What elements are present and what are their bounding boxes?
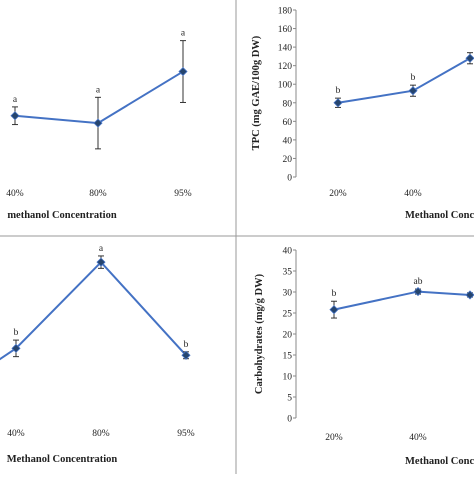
panel-2-series-line bbox=[337, 57, 471, 104]
data-point-marker bbox=[465, 290, 474, 300]
data-point-marker bbox=[10, 111, 20, 121]
data-point-marker bbox=[178, 66, 188, 77]
panel-3-series-line bbox=[0, 260, 187, 361]
significance-letter: ab bbox=[414, 277, 423, 287]
panel-4-y-tick-label: 0 bbox=[287, 415, 292, 425]
significance-letter: a bbox=[96, 85, 101, 95]
panel-2-x-axis-label: Methanol Conc bbox=[405, 210, 474, 221]
significance-letter: b bbox=[184, 340, 189, 350]
panel-3-x-tick-label: 95% bbox=[177, 429, 195, 439]
panel-2-y-tick-label: 60 bbox=[283, 118, 293, 128]
data-point-marker bbox=[329, 305, 339, 315]
panel-4-series-line bbox=[333, 290, 471, 311]
panel-4-y-tick-label: 40 bbox=[283, 247, 293, 257]
panel-3-x-tick-label: 80% bbox=[92, 429, 110, 439]
significance-letter: b bbox=[336, 86, 341, 96]
significance-letter: a bbox=[13, 95, 18, 105]
data-point-marker bbox=[333, 98, 343, 108]
panel-1-x-tick-label: 80% bbox=[89, 189, 107, 199]
panel-2-y-tick-label: 180 bbox=[278, 7, 293, 17]
panel-4-y-tick-label: 5 bbox=[287, 394, 292, 404]
data-point-marker bbox=[96, 257, 106, 267]
panel-4-y-tick-label: 20 bbox=[283, 331, 293, 341]
panel-2-y-axis-label: TPC (mg GAE/100g DW) bbox=[251, 35, 262, 150]
panel-4-y-axis-label: Carbohydrates (mg/g DW) bbox=[254, 273, 265, 394]
panel-2-y-tick-label: 20 bbox=[283, 155, 293, 165]
panel-4-y-tick-label: 15 bbox=[283, 352, 293, 362]
panel-4-y-tick-label: 30 bbox=[283, 289, 293, 299]
panel-1-x-axis-label: methanol Concentration bbox=[7, 210, 117, 221]
panel-1-x-tick-label: 40% bbox=[6, 189, 24, 199]
panel-3-x-axis-label: Methanol Concentration bbox=[7, 454, 118, 465]
data-point-marker bbox=[413, 287, 423, 297]
panel-2-y-tick-label: 40 bbox=[283, 136, 293, 146]
data-point-marker bbox=[465, 53, 474, 63]
panel-2-y-tick-label: 0 bbox=[287, 174, 292, 184]
panel-4-y-tick-label: 25 bbox=[283, 310, 293, 320]
significance-letter: a bbox=[99, 244, 104, 254]
panel-1-x-tick-label: 95% bbox=[174, 189, 192, 199]
significance-letter: b bbox=[14, 328, 19, 338]
panel-4-y-tick-label: 35 bbox=[283, 268, 293, 278]
panel-4-x-axis-label: Methanol Conc bbox=[405, 456, 474, 467]
significance-letter: b bbox=[332, 289, 337, 299]
panel-3-x-tick-label: 40% bbox=[7, 429, 25, 439]
panel-2-y-tick-label: 140 bbox=[278, 44, 293, 54]
significance-letter: a bbox=[181, 29, 186, 39]
data-point-marker bbox=[181, 350, 191, 360]
data-point-marker bbox=[93, 118, 103, 128]
panel-2-x-tick-label: 40% bbox=[404, 189, 422, 199]
panel-4-x-tick-label: 40% bbox=[409, 433, 427, 443]
panel-4-y-tick-label: 10 bbox=[283, 373, 293, 383]
data-point-marker bbox=[11, 343, 21, 353]
panel-2-y-tick-label: 160 bbox=[278, 25, 293, 35]
panel-4-x-tick-label: 20% bbox=[325, 433, 343, 443]
panel-2-y-tick-label: 80 bbox=[283, 99, 293, 109]
significance-letter: b bbox=[411, 73, 416, 83]
data-point-marker bbox=[408, 86, 418, 96]
panel-2-y-tick-label: 120 bbox=[278, 62, 293, 72]
panel-2-y-tick-label: 100 bbox=[278, 81, 293, 91]
panel-2-x-tick-label: 20% bbox=[329, 189, 347, 199]
